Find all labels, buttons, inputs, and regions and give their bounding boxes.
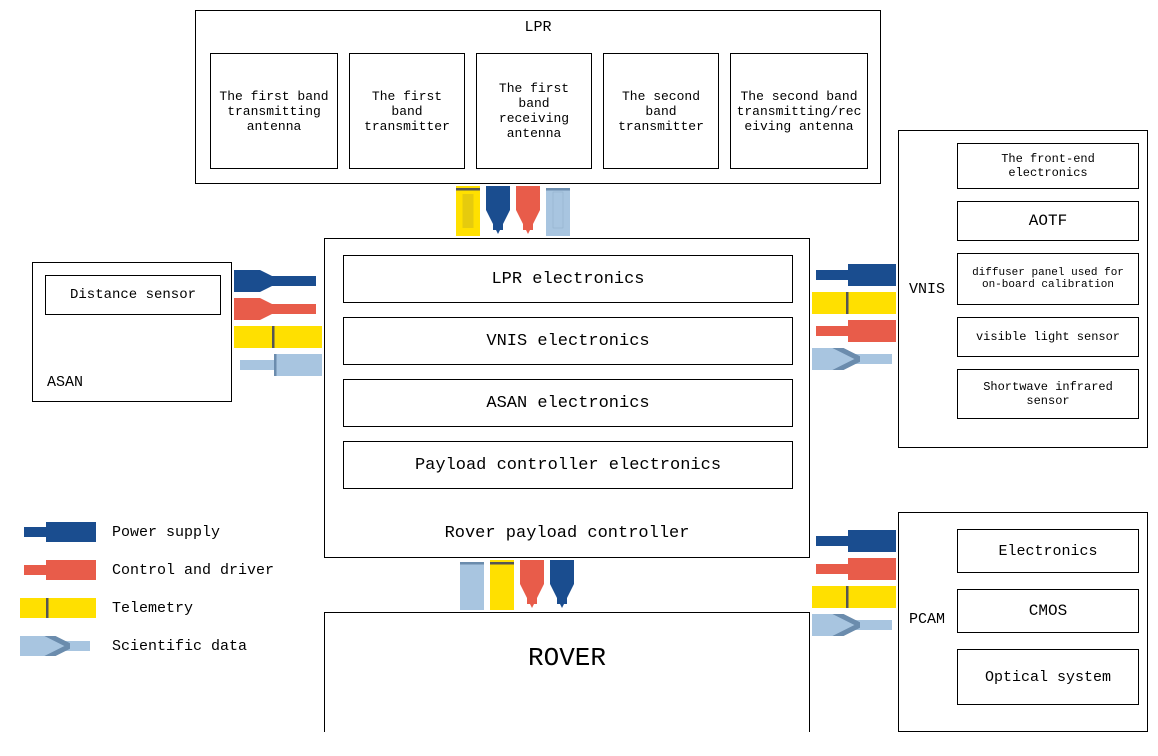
power-up-arrow-2 [550,560,574,610]
pcam-item-2: Optical system [957,649,1139,705]
legend-telemetry: Telemetry [20,598,193,618]
scidata-down-arrow-2 [460,560,484,610]
telemetry-bi-h-arrow-2 [812,292,896,314]
legend-scidata-label: Scientific data [112,638,247,655]
arrows-center-pcam [812,530,896,636]
rover-container: ROVER [324,612,810,732]
lpr-title: LPR [196,19,880,36]
rover-title: ROVER [325,643,809,673]
control-up-arrow [516,186,540,236]
legend-control: Control and driver [20,560,274,580]
lpr-item-3: The second band transmitter [603,53,719,169]
control-right-arrow-2 [812,558,896,580]
arrows-lpr-center [456,186,570,236]
lpr-item-1: The first band transmitter [349,53,465,169]
pcam-item-1: CMOS [957,589,1139,633]
arrows-center-rover [460,560,574,610]
control-up-arrow-2 [520,560,544,610]
center-item-1: VNIS electronics [343,317,793,365]
telemetry-bi-arrow-2 [490,560,514,610]
center-footer: Rover payload controller [325,524,809,543]
vnis-item-4: Shortwave infrared sensor [957,369,1139,419]
scidata-left-arrow-2 [812,614,896,636]
center-item-0: LPR electronics [343,255,793,303]
legend-telemetry-arrow [20,598,96,618]
legend-power: Power supply [20,522,220,542]
legend-scidata-arrow [20,636,96,656]
power-right-arrow [812,264,896,286]
legend-power-label: Power supply [112,524,220,541]
vnis-item-3: visible light sensor [957,317,1139,357]
control-right-arrow [812,320,896,342]
center-item-3: Payload controller electronics [343,441,793,489]
telemetry-bi-h-arrow [234,326,322,348]
scidata-left-arrow [812,348,896,370]
lpr-container: LPR The first band transmitting antenna … [195,10,881,184]
telemetry-bi-arrow [456,186,480,236]
legend-telemetry-label: Telemetry [112,600,193,617]
arrows-center-vnis [812,264,896,370]
scidata-right-arrow [234,354,322,376]
vnis-container: VNIS The front-end electronics AOTF diff… [898,130,1148,448]
vnis-item-0: The front-end electronics [957,143,1139,189]
telemetry-bi-h-arrow-3 [812,586,896,608]
center-item-2: ASAN electronics [343,379,793,427]
lpr-item-0: The first band transmitting antenna [210,53,338,169]
vnis-item-2: diffuser panel used for on-board calibra… [957,253,1139,305]
legend-power-arrow [20,522,96,542]
vnis-label: VNIS [909,281,953,298]
lpr-item-2: The first band receiving antenna [476,53,592,169]
power-right-arrow-2 [812,530,896,552]
vnis-item-1: AOTF [957,201,1139,241]
center-container: LPR electronics VNIS electronics ASAN el… [324,238,810,558]
power-up-arrow [486,186,510,236]
legend-control-label: Control and driver [112,562,274,579]
scidata-down-arrow [546,186,570,236]
legend-control-arrow [20,560,96,580]
control-left-arrow [234,298,322,320]
pcam-item-0: Electronics [957,529,1139,573]
legend-scidata: Scientific data [20,636,247,656]
pcam-label: PCAM [909,611,953,628]
lpr-item-4: The second band transmitting/rec eiving … [730,53,868,169]
power-left-arrow [234,270,322,292]
arrows-asan-center [234,270,322,376]
asan-container: Distance sensor ASAN [32,262,232,402]
asan-item: Distance sensor [45,275,221,315]
asan-label: ASAN [47,374,83,391]
pcam-container: PCAM Electronics CMOS Optical system [898,512,1148,732]
